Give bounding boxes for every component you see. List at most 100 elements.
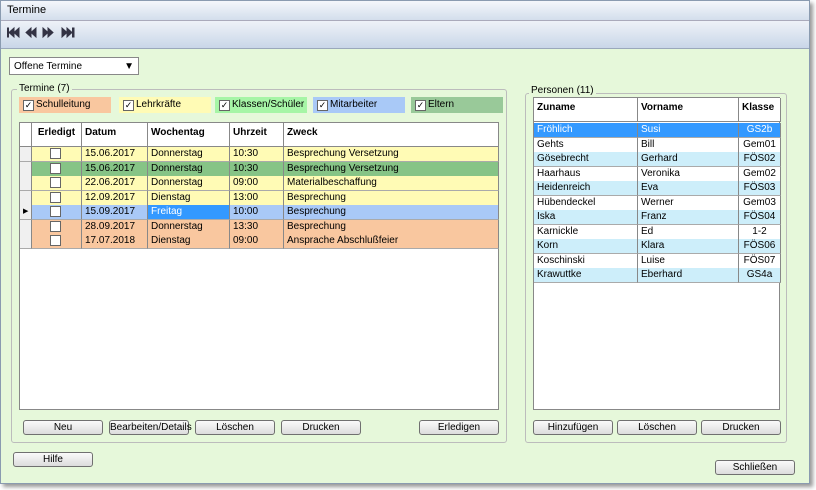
table-cell[interactable]: Susi — [638, 123, 739, 138]
checkbox[interactable] — [50, 191, 61, 203]
table-cell[interactable]: Hübendeckel — [534, 195, 638, 211]
table-cell[interactable]: Eberhard — [638, 268, 739, 283]
table-cell[interactable]: 09:00 — [230, 176, 284, 191]
button[interactable]: Hilfe — [13, 452, 93, 467]
table-cell[interactable]: 15.06.2017 — [82, 161, 148, 177]
checkbox[interactable] — [50, 162, 61, 174]
table-cell[interactable]: Veronika — [638, 166, 739, 182]
table-cell[interactable]: Dienstag — [148, 190, 230, 206]
button[interactable]: Löschen — [195, 420, 275, 435]
nav-buttons[interactable] — [7, 26, 87, 40]
erledigt-cell[interactable] — [32, 234, 82, 249]
table-cell[interactable]: 12.09.2017 — [82, 190, 148, 206]
table-cell[interactable]: FÖS03 — [739, 181, 781, 196]
table-cell[interactable]: Besprechung Versetzung — [284, 147, 499, 162]
table-cell[interactable]: 10:30 — [230, 161, 284, 177]
table-cell[interactable]: Franz — [638, 210, 739, 225]
table-cell[interactable]: 15.09.2017 — [82, 205, 148, 220]
filter-checkbox[interactable]: ✓ Lehrkräfte — [119, 97, 211, 113]
table-cell[interactable]: 15.06.2017 — [82, 147, 148, 162]
table-cell[interactable]: FÖS02 — [739, 152, 781, 167]
filter-checkbox[interactable]: ✓ Klassen/Schüler — [215, 97, 307, 113]
table-cell[interactable]: 09:00 — [230, 234, 284, 249]
button[interactable]: Schließen — [715, 460, 795, 475]
table-cell[interactable]: Iska — [534, 210, 638, 225]
dropdown[interactable]: Offene Termine ▼ — [9, 57, 139, 75]
table-cell[interactable]: 28.09.2017 — [82, 219, 148, 235]
table-cell[interactable]: Werner — [638, 195, 739, 211]
button[interactable]: Löschen — [617, 420, 697, 435]
button[interactable]: Erledigen — [419, 420, 499, 435]
row-selector[interactable] — [20, 234, 32, 249]
table-cell[interactable]: Heidenreich — [534, 181, 638, 196]
table-cell[interactable]: Korn — [534, 239, 638, 254]
button[interactable]: Bearbeiten/Details — [109, 420, 192, 435]
table-cell[interactable]: Donnerstag — [148, 161, 230, 177]
checkbox[interactable] — [50, 148, 61, 159]
table-cell[interactable]: GS2b — [739, 123, 781, 138]
table-cell[interactable]: 13:30 — [230, 219, 284, 235]
button[interactable]: Neu — [23, 420, 103, 435]
table-cell[interactable]: FÖS06 — [739, 239, 781, 254]
table-cell[interactable]: Ansprache Abschlußfeier — [284, 234, 499, 249]
table-cell[interactable]: 10:00 — [230, 205, 284, 220]
table-cell[interactable]: Fröhlich — [534, 123, 638, 138]
table-cell[interactable]: Gerhard — [638, 152, 739, 167]
table-cell[interactable]: Freitag — [148, 205, 230, 220]
table-cell[interactable]: Besprechung Versetzung — [284, 161, 499, 177]
table-cell[interactable]: GS4a — [739, 268, 781, 283]
button[interactable]: Hinzufügen — [533, 420, 613, 435]
checkbox[interactable] — [50, 177, 61, 188]
table-cell[interactable]: Donnerstag — [148, 147, 230, 162]
table-cell[interactable]: Gem02 — [739, 166, 781, 182]
table-cell[interactable]: Klara — [638, 239, 739, 254]
table-cell[interactable]: 1-2 — [739, 224, 781, 240]
table-cell[interactable]: FÖS04 — [739, 210, 781, 225]
table-cell[interactable]: 22.06.2017 — [82, 176, 148, 191]
row-selector[interactable] — [20, 147, 32, 162]
row-selector[interactable] — [20, 190, 32, 206]
table-cell[interactable]: Luise — [638, 253, 739, 269]
filter-checkbox[interactable]: ✓ Schulleitung — [19, 97, 111, 113]
button[interactable]: Drucken — [701, 420, 781, 435]
table-cell[interactable]: FÖS07 — [739, 253, 781, 269]
checkbox[interactable] — [50, 206, 61, 217]
erledigt-cell[interactable] — [32, 147, 82, 162]
table-cell[interactable]: Besprechung — [284, 219, 499, 235]
filter-checkbox[interactable]: ✓ Eltern — [411, 97, 503, 113]
table-cell[interactable]: Eva — [638, 181, 739, 196]
row-selector[interactable]: ▶ — [20, 205, 32, 220]
checkbox[interactable]: ✓ — [219, 100, 230, 111]
filter-checkbox[interactable]: ✓ Mitarbeiter — [313, 97, 405, 113]
erledigt-cell[interactable] — [32, 161, 82, 177]
table-cell[interactable]: Materialbeschaffung — [284, 176, 499, 191]
table-cell[interactable]: Bill — [638, 137, 739, 153]
checkbox[interactable]: ✓ — [317, 100, 328, 111]
row-selector[interactable] — [20, 161, 32, 177]
table-cell[interactable]: Dienstag — [148, 234, 230, 249]
checkbox[interactable]: ✓ — [415, 100, 426, 111]
button[interactable]: Drucken — [281, 420, 361, 435]
table-cell[interactable]: Besprechung — [284, 205, 499, 220]
table-cell[interactable]: Krawuttke — [534, 268, 638, 283]
erledigt-cell[interactable] — [32, 205, 82, 220]
table-cell[interactable]: Besprechung — [284, 190, 499, 206]
table-cell[interactable]: Ed — [638, 224, 739, 240]
checkbox[interactable] — [50, 235, 61, 246]
table-cell[interactable]: Gehts — [534, 137, 638, 153]
table-cell[interactable]: Gem01 — [739, 137, 781, 153]
checkbox[interactable]: ✓ — [123, 100, 134, 111]
checkbox[interactable]: ✓ — [23, 100, 34, 111]
table-cell[interactable]: 10:30 — [230, 147, 284, 162]
table-cell[interactable]: Karnickle — [534, 224, 638, 240]
row-selector[interactable] — [20, 219, 32, 235]
table-cell[interactable]: 13:00 — [230, 190, 284, 206]
table-cell[interactable]: Gösebrecht — [534, 152, 638, 167]
erledigt-cell[interactable] — [32, 190, 82, 206]
table-cell[interactable]: Gem03 — [739, 195, 781, 211]
checkbox[interactable] — [50, 220, 61, 232]
row-selector[interactable] — [20, 176, 32, 191]
table-cell[interactable]: 17.07.2018 — [82, 234, 148, 249]
table-cell[interactable]: Haarhaus — [534, 166, 638, 182]
erledigt-cell[interactable] — [32, 176, 82, 191]
